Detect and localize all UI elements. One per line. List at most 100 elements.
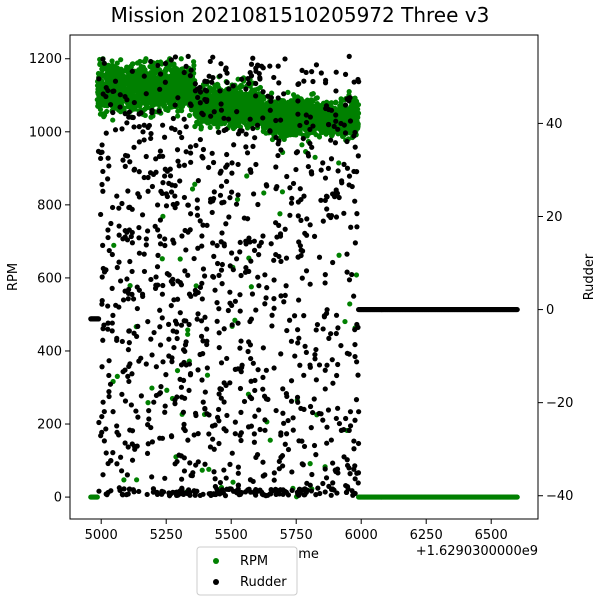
- rpm-point: [114, 373, 120, 379]
- rudder-point: [114, 461, 120, 467]
- rudder-point: [271, 365, 277, 371]
- rudder-point: [271, 296, 277, 302]
- rudder-point: [251, 439, 257, 445]
- rudder-point: [118, 454, 124, 460]
- rudder-point: [229, 170, 235, 176]
- rudder-point: [332, 140, 339, 146]
- rudder-point: [263, 295, 269, 301]
- rudder-point: [172, 193, 178, 199]
- rpm-point: [148, 114, 154, 120]
- rudder-point: [333, 88, 339, 94]
- rpm-point: [336, 252, 342, 258]
- rpm-point: [323, 130, 329, 136]
- rpm-point: [177, 99, 184, 105]
- rudder-point: [109, 204, 116, 211]
- rudder-point: [221, 199, 227, 205]
- rpm-point: [292, 115, 298, 122]
- rpm-point: [290, 120, 296, 127]
- rudder-point: [267, 128, 273, 134]
- rudder-point: [181, 194, 188, 201]
- rpm-point: [244, 125, 251, 131]
- rudder-point: [229, 189, 235, 195]
- rudder-point: [156, 108, 162, 114]
- rudder-point: [162, 403, 168, 409]
- rudder-point: [290, 427, 296, 433]
- rudder-point: [349, 183, 355, 190]
- rudder-point: [323, 77, 329, 83]
- rpm-point: [174, 68, 180, 74]
- rudder-point: [143, 91, 149, 97]
- rudder-point: [119, 200, 125, 207]
- rpm-point: [195, 107, 201, 113]
- rudder-point: [282, 56, 288, 62]
- rudder-point: [211, 109, 217, 115]
- rpm-point: [236, 84, 243, 91]
- rudder-point: [168, 302, 174, 309]
- rudder-point: [189, 473, 195, 479]
- rudder-point: [227, 195, 233, 201]
- rpm-point: [325, 117, 331, 123]
- rudder-point: [200, 266, 207, 272]
- rudder-point: [355, 153, 361, 159]
- rudder-point: [210, 436, 216, 442]
- rudder-point: [105, 155, 111, 161]
- rudder-point: [253, 93, 259, 99]
- rpm-point: [126, 77, 133, 83]
- rpm-point: [282, 115, 288, 121]
- rpm-point: [114, 60, 120, 66]
- rudder-point: [159, 190, 165, 197]
- rudder-point: [203, 88, 210, 94]
- rudder-point: [237, 292, 243, 298]
- rudder-point: [168, 57, 174, 63]
- rudder-point: [117, 278, 124, 284]
- rudder-point: [195, 459, 201, 465]
- rudder-point: [334, 190, 341, 196]
- rudder-point: [212, 422, 218, 428]
- rudder-point: [248, 355, 254, 362]
- rudder-point: [344, 138, 350, 145]
- rudder-point: [110, 450, 116, 456]
- rudder-point: [246, 235, 252, 241]
- rpm-point: [134, 477, 140, 483]
- rudder-point: [299, 67, 305, 74]
- rudder-point: [213, 491, 219, 498]
- rudder-point: [145, 228, 151, 234]
- rudder-point: [188, 211, 194, 217]
- rudder-point: [116, 304, 122, 310]
- rudder-point: [148, 336, 154, 342]
- rudder-point: [210, 159, 217, 166]
- rudder-point: [274, 184, 280, 190]
- rudder-point: [116, 259, 122, 265]
- rpm-point: [329, 132, 335, 138]
- rpm-point: [230, 115, 236, 121]
- rudder-point: [354, 169, 360, 175]
- rpm-point: [195, 111, 201, 118]
- rudder-point: [124, 472, 130, 478]
- rudder-point: [197, 136, 203, 143]
- rudder-point: [129, 229, 135, 236]
- rudder-point: [514, 306, 520, 313]
- rpm-point: [234, 90, 240, 96]
- rudder-point: [174, 321, 180, 327]
- rudder-point: [328, 486, 335, 492]
- rudder-point: [289, 469, 295, 475]
- rudder-point: [309, 471, 315, 478]
- rudder-point: [197, 492, 203, 499]
- rudder-point: [218, 395, 224, 401]
- rudder-point: [302, 343, 308, 349]
- rudder-point: [279, 453, 286, 459]
- rudder-point: [283, 255, 290, 261]
- rudder-point: [159, 435, 166, 441]
- rudder-point: [289, 195, 295, 201]
- rudder-point: [297, 186, 303, 192]
- rudder-point: [313, 492, 319, 498]
- rpm-point: [286, 103, 292, 109]
- rudder-point: [126, 109, 132, 115]
- rpm-point: [339, 110, 345, 117]
- rudder-point: [224, 79, 230, 86]
- plot-frame: [69, 34, 539, 520]
- rudder-point: [230, 488, 237, 494]
- rudder-point: [181, 455, 187, 461]
- y-left-tick-label: 400: [37, 344, 62, 359]
